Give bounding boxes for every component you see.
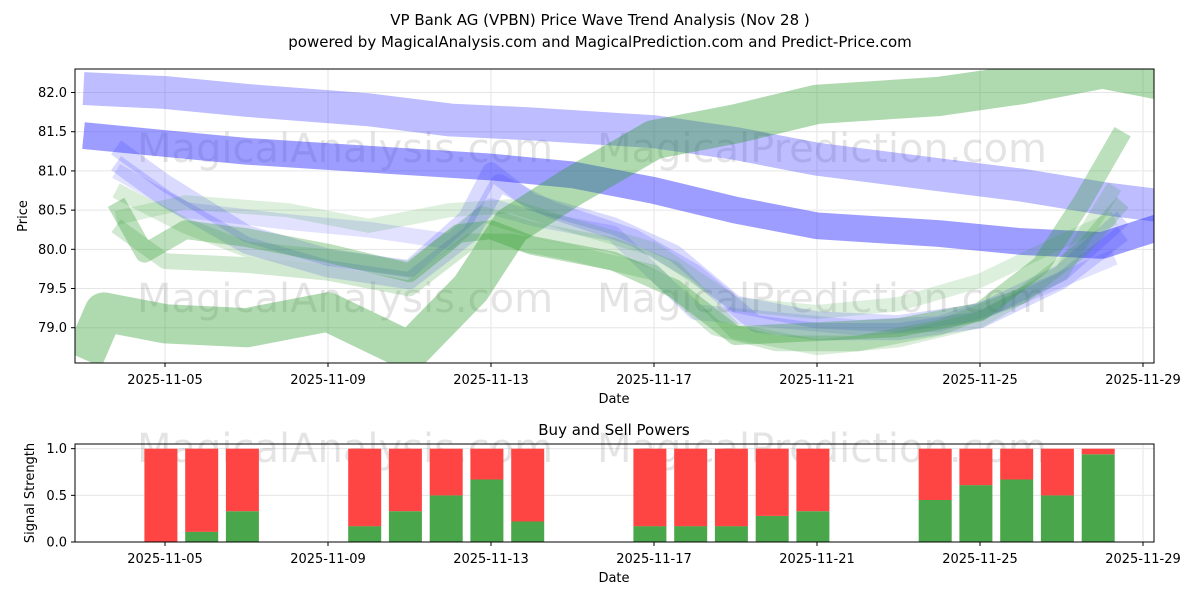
chart-subtitle: powered by MagicalAnalysis.com and Magic… (288, 33, 912, 51)
price-grid (75, 69, 1154, 363)
buy-bar (1000, 479, 1034, 542)
signal-plot-frame (74, 443, 1155, 543)
buy-bar (674, 526, 708, 542)
sell-bar (429, 448, 463, 496)
price-wave-band-green (75, 69, 1154, 363)
price-wave-band-blue (82, 72, 1154, 222)
price-xtick-label: 2025-11-05 (127, 373, 203, 388)
price-wave-band-green (107, 127, 1131, 346)
signal-xtick-label: 2025-11-05 (127, 552, 203, 567)
sell-bar (714, 448, 748, 527)
signal-ytick-label: 1.0 (46, 442, 67, 457)
price-xtick-label: 2025-11-09 (290, 373, 366, 388)
sell-bar (225, 448, 259, 512)
price-x-label: Date (598, 392, 629, 407)
buy-bar (755, 515, 789, 542)
buy-bar (470, 479, 504, 542)
buy-bar (1040, 495, 1074, 542)
price-xtick-label: 2025-11-25 (942, 373, 1018, 388)
price-xtick-label: 2025-11-29 (1105, 373, 1181, 388)
price-wave-band-green (114, 195, 1118, 320)
sell-bar (1000, 448, 1034, 480)
price-wave-band-green (111, 197, 1129, 352)
sell-bar (144, 448, 178, 542)
price-ytick-label: 81.5 (38, 125, 67, 140)
sell-bar (959, 448, 993, 486)
buy-bar (714, 526, 748, 542)
price-panel: MagicalAnalysis.com MagicalPrediction.co… (16, 68, 1181, 407)
sell-bar (185, 448, 219, 532)
signal-xtick-label: 2025-11-21 (779, 552, 855, 567)
signal-ytick-label: 0.0 (46, 536, 67, 551)
price-wave-band-blue (82, 122, 1154, 259)
sell-bar (918, 448, 952, 500)
signal-xtick-label: 2025-11-29 (1105, 552, 1181, 567)
buy-bar (388, 511, 422, 542)
watermark-top-right: MagicalPrediction.com (597, 126, 1047, 172)
sell-bar (674, 448, 708, 527)
signal-bars (144, 448, 1115, 542)
price-wave-band-green (112, 182, 1122, 356)
price-bands (75, 69, 1154, 363)
signal-xtick-label: 2025-11-09 (290, 552, 366, 567)
buy-bar (796, 511, 830, 542)
price-plot-clip (75, 69, 1154, 363)
price-wave-band-blue (111, 156, 1128, 341)
price-plot-frame (74, 68, 1155, 364)
buy-bar (185, 531, 219, 542)
price-ytick-label: 80.5 (38, 204, 67, 219)
signal-xtick-label: 2025-11-25 (942, 552, 1018, 567)
price-ytick-label: 79.0 (38, 321, 67, 336)
watermark-mid-right: MagicalPrediction.com (597, 276, 1047, 322)
sell-bar (633, 448, 667, 527)
sell-bar (1040, 448, 1074, 496)
price-ytick-label: 79.5 (38, 282, 67, 297)
buy-bar (633, 526, 667, 542)
price-xtick-label: 2025-11-13 (453, 373, 529, 388)
signal-ytick-label: 0.5 (46, 489, 67, 504)
buy-bar (225, 511, 259, 542)
price-ytick-label: 82.0 (38, 86, 67, 101)
price-ytick-label: 80.0 (38, 243, 67, 258)
sell-bar (388, 448, 422, 512)
sell-bar (796, 448, 830, 512)
signal-x-label: Date (598, 571, 629, 586)
price-axes: 79.0 79.5 80.0 80.5 81.0 81.5 82.0 2025-11-05 20… (38, 86, 1181, 388)
buy-bar (348, 526, 382, 542)
signal-xtick-label: 2025-11-17 (616, 552, 692, 567)
watermark-top-left: MagicalAnalysis.com (137, 126, 553, 172)
price-xtick-label: 2025-11-17 (616, 373, 692, 388)
buy-bar (1081, 454, 1115, 542)
buy-bar (918, 500, 952, 542)
signal-title: Buy and Sell Powers (538, 421, 690, 439)
signal-y-label: Signal Strength (23, 443, 38, 543)
sell-bar (755, 448, 789, 516)
price-wave-band-blue (111, 140, 1129, 333)
watermark-mid-left: MagicalAnalysis.com (137, 276, 553, 322)
signal-xtick-label: 2025-11-13 (453, 552, 529, 567)
buy-bar (429, 495, 463, 542)
signal-axes: 0.0 0.5 1.0 2025-11-05 2025-11-09 2025-11-13 2… (46, 442, 1180, 567)
price-xtick-label: 2025-11-21 (779, 373, 855, 388)
buy-bar (511, 521, 545, 542)
sell-bar (511, 448, 545, 522)
sell-bar (1081, 448, 1115, 455)
buy-bar (959, 485, 993, 542)
price-y-label: Price (16, 200, 31, 232)
signal-panel: Buy and Sell Powers MagicalAnalysis.com … (23, 421, 1181, 586)
price-wave-band-blue (112, 164, 1118, 336)
sell-bar (470, 448, 504, 480)
price-ytick-label: 81.0 (38, 164, 67, 179)
chart-title: VP Bank AG (VPBN) Price Wave Trend Analy… (390, 11, 810, 29)
sell-bar (348, 448, 382, 527)
